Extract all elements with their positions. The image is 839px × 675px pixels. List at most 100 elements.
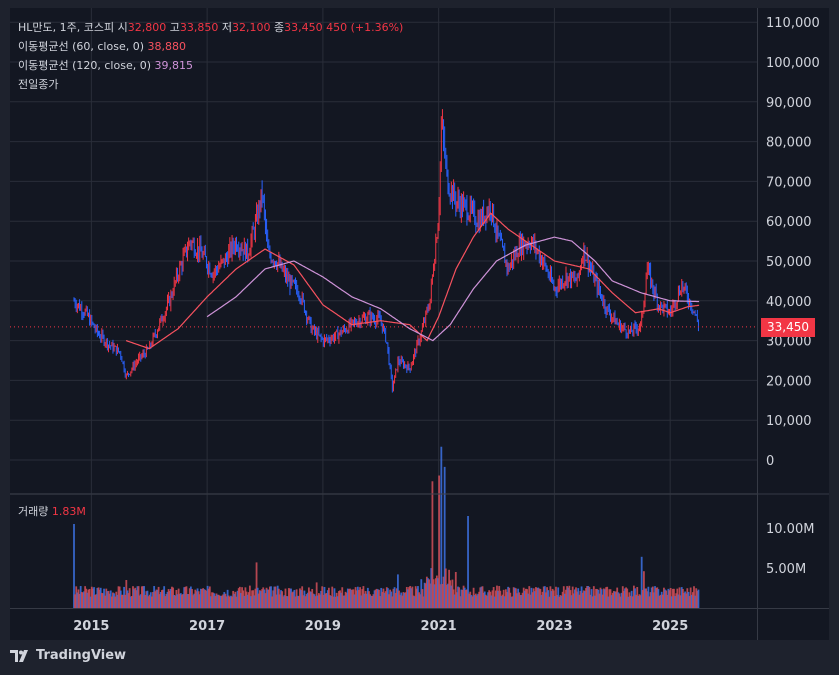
volume-bar [516,593,518,608]
volume-bar [407,589,409,608]
volume-bar [125,580,128,608]
volume-bar [581,592,584,608]
volume-bar [161,590,163,608]
volume-bar [252,590,255,608]
axes: 0 10,000 20,000 30,000 40,000 50,000 60,000 70,… [10,8,829,640]
volume-bar [146,590,149,608]
volume-bar [532,588,535,608]
volume-bar [116,594,119,608]
volume-bar [98,589,101,608]
volume-bar [145,591,148,608]
volume-bar [220,595,222,608]
volume-bar [425,576,428,608]
volume-bar [392,588,395,608]
last-price-tag: 33,450 [761,318,815,337]
tradingview-logo[interactable]: TradingView [10,648,126,663]
volume-bar [285,596,288,608]
ma120-line [206,236,700,342]
volume-bar [339,590,341,608]
volume-bar [224,593,227,608]
volume-bar [626,588,629,608]
time-axis-pane [10,609,757,640]
volume-bar [493,596,496,608]
volume-bar [217,594,220,608]
volume-bar [77,589,80,608]
volume-bar [152,592,154,608]
time-tick-label: 2025 [652,619,688,634]
volume-bar [390,591,393,608]
volume-bar [196,588,199,608]
volume-bar [471,596,474,608]
volume-bar [221,595,223,608]
volume-bar [222,594,225,608]
volume-bar [660,591,663,608]
volume-bar [242,590,245,608]
volume-bar [143,586,146,608]
volume-bar [616,587,619,608]
volume-bar [411,586,414,608]
volume-bar [153,586,156,608]
volume-bar [312,593,315,608]
volume-bar [647,586,650,608]
price-tick-label: 10,000 [766,414,812,429]
volume-bar [340,592,343,608]
volume-bar [85,588,88,608]
volume-bar [566,586,569,608]
volume-bar [136,586,139,608]
ma60-row[interactable]: 이동평균선 (60, close, 0) 38,880 [18,37,403,56]
volume-bar [214,595,217,608]
volume-bar [290,588,292,608]
volume-bar [668,590,671,608]
volume-bar [245,591,248,608]
volume-bar [513,587,516,608]
volume-legend[interactable]: 거래량 1.83M [18,503,86,519]
volume-bar [369,594,371,608]
prev-close-row[interactable]: 전일종가 [18,75,403,94]
volume-bar [118,586,121,608]
volume-bar [185,586,188,608]
volume-bar [580,586,583,608]
volume-bar [391,596,394,608]
ma120-row[interactable]: 이동평균선 (120, close, 0) 39,815 [18,56,403,75]
volume-bar [576,591,579,608]
volume-bar [620,592,623,608]
volume-bar [589,594,592,608]
volume-bar [188,588,191,608]
volume-bar [322,595,325,608]
volume-bar [365,593,368,608]
volume-bar [226,589,229,608]
volume-bar [230,595,232,608]
volume-bar [309,591,311,608]
volume-bar [167,589,170,608]
volume-bar [503,596,506,608]
volume-bar [504,589,507,608]
volume-bar [498,586,501,608]
volume-bar [386,588,389,608]
volume-bar [499,590,502,608]
volume-bar [178,593,181,608]
volume-bar [89,596,92,608]
volume-bar [321,586,324,608]
volume-bar [283,595,286,608]
open-label: 시 [117,21,128,34]
volume-bar [538,588,541,608]
volume-bar [438,475,440,608]
volume-bar [361,589,364,608]
volume-bar [469,591,472,608]
volume-bar [206,585,209,608]
volume-bar [199,588,202,608]
volume-bar [512,587,515,608]
volume-bar [263,589,266,608]
volume-bar [207,588,210,608]
volume-bar [324,593,327,608]
volume-bar [286,596,289,608]
volume-bar [233,593,236,608]
volume-bar [235,596,238,608]
volume-bar [316,595,319,608]
volume-bar [665,590,668,608]
volume-bar [103,588,105,608]
volume-bar [484,594,487,608]
volume-bar [678,587,681,608]
volume-bar [232,590,235,608]
